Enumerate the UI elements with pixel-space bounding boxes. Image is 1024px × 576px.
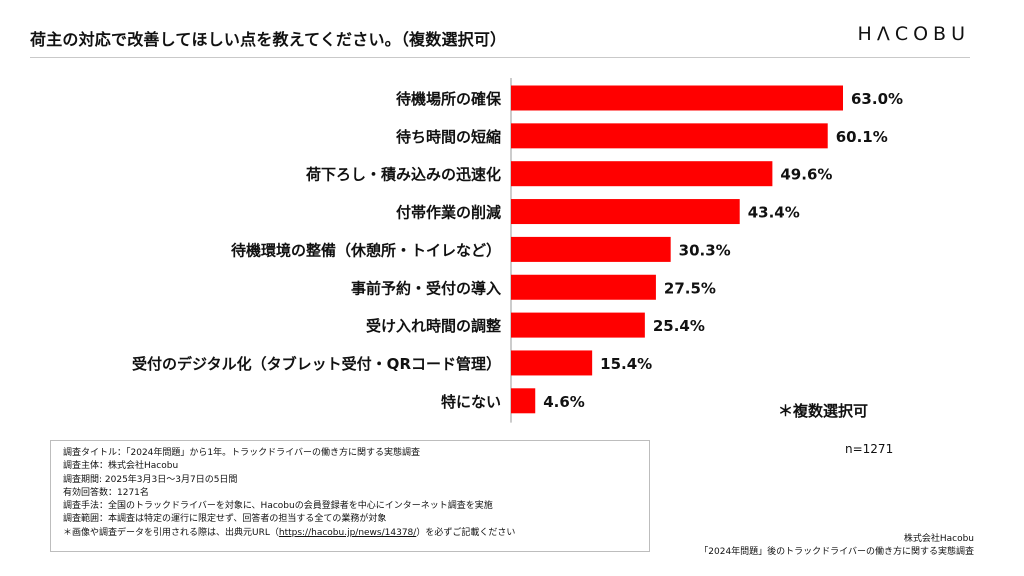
bar xyxy=(511,350,593,376)
citation-suffix: ）を必ずご記載ください xyxy=(416,527,516,538)
value-label: 30.3% xyxy=(679,241,731,259)
category-label: 特にない xyxy=(441,393,501,411)
category-label: 待ち時間の短縮 xyxy=(396,128,501,146)
value-label: 63.0% xyxy=(851,90,903,108)
value-label: 43.4% xyxy=(748,204,800,222)
value-label: 15.4% xyxy=(600,355,652,373)
category-label: 待機場所の確保 xyxy=(396,90,502,108)
value-label: 27.5% xyxy=(664,279,716,297)
hacobu-logo: HΛCOBU xyxy=(857,23,970,45)
survey-info-box: 調査タイトル：「2024年問題」から1年。トラックドライバーの働き方に関する実態… xyxy=(50,440,650,552)
survey-responses-line: 有効回答数：1271名 xyxy=(63,487,149,498)
footer: 株式会社Hacobu 「2024年問題」後のトラックドライバーの働き方に関する実… xyxy=(699,533,974,559)
category-label: 荷下ろし・積み込みの迅速化 xyxy=(306,166,501,184)
value-label: 60.1% xyxy=(836,128,888,146)
header-divider xyxy=(30,57,970,58)
bar xyxy=(511,161,773,187)
bar-chart: 待機場所の確保 63.0% 待ち時間の短縮 60.1% 荷下ろし・積み込みの迅速化 49.… xyxy=(132,78,903,423)
multi-select-note: ＊複数選択可 xyxy=(778,402,869,420)
citation-line: ＊画像や調査データを引用される際は、出典元URL（https://hacobu.… xyxy=(63,527,637,540)
survey-method-line: 調査手法：全国のトラックドライバーを対象に、Hacobuの会員登録者を中心にイン… xyxy=(63,501,493,512)
bar xyxy=(511,123,828,149)
category-label: 受け入れ時間の調整 xyxy=(366,317,501,335)
category-label: 受付のデジタル化（タブレット受付・QRコード管理） xyxy=(132,355,501,373)
sample-size: n=1271 xyxy=(845,442,894,456)
footer-company: 株式会社Hacobu xyxy=(903,534,974,544)
bar xyxy=(511,312,645,338)
value-label: 49.6% xyxy=(780,166,832,184)
footer-report-title: 「2024年問題」後のトラックドライバーの働き方に関する実態調査 xyxy=(699,547,974,557)
value-label: 25.4% xyxy=(653,317,705,335)
bar xyxy=(511,274,656,300)
source-url-link[interactable]: https://hacobu.jp/news/14378/ xyxy=(278,527,417,538)
bar xyxy=(511,85,843,111)
survey-title-line: 調査タイトル：「2024年問題」から1年。トラックドライバーの働き方に関する実態… xyxy=(63,448,420,458)
category-label: 付帯作業の削減 xyxy=(396,204,501,222)
survey-organizer-line: 調査主体：株式会社Hacobu xyxy=(63,461,179,472)
citation-prefix: ＊画像や調査データを引用される際は、出典元URL（ xyxy=(63,527,279,538)
bar xyxy=(511,199,740,225)
bar xyxy=(511,388,536,414)
bar xyxy=(511,236,671,262)
category-label: 事前予約・受付の導入 xyxy=(351,279,501,297)
survey-period-line: 調査期間: 2025年3月3日〜3月7日の5日間 xyxy=(63,474,238,485)
chart-title: 荷主の対応で改善してほしい点を教えてください。（複数選択可） xyxy=(30,30,507,49)
category-label: 待機環境の整備（休憩所・トイレなど） xyxy=(231,241,501,259)
survey-scope-line: 調査範囲：本調査は特定の運行に限定せず、回答者の担当する全ての業務が対象 xyxy=(63,514,387,525)
value-label: 4.6% xyxy=(543,393,585,411)
